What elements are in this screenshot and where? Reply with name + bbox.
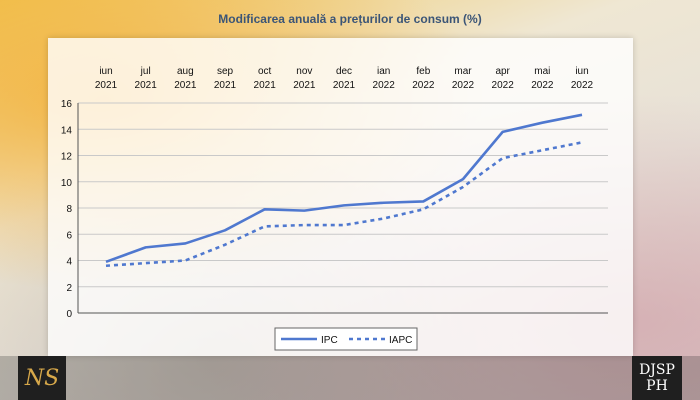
- x-tick-label: feb: [416, 66, 430, 77]
- y-tick-label: 12: [61, 152, 73, 163]
- x-tick-label: ian: [377, 66, 390, 77]
- chart-title: Modificarea anuală a prețurilor de consu…: [218, 12, 482, 26]
- x-tick-label: oct: [258, 66, 272, 77]
- x-tick-label: apr: [495, 66, 510, 77]
- x-tick-label: iun: [99, 66, 112, 77]
- x-tick-label: nov: [296, 66, 312, 77]
- x-tick-label: 2022: [492, 80, 515, 91]
- x-tick-label: 2021: [254, 80, 277, 91]
- x-tick-label: mai: [534, 66, 550, 77]
- x-tick-label: 2022: [452, 80, 475, 91]
- djsp-logo: DJSP PH: [632, 356, 682, 400]
- x-tick-label: 2022: [373, 80, 396, 91]
- legend-label-iapc: IAPC: [389, 335, 412, 346]
- x-tick-label: 2022: [412, 80, 435, 91]
- footer-bar: [0, 356, 700, 400]
- legend: IPC IAPC: [274, 327, 418, 351]
- chart-panel: [48, 38, 633, 356]
- x-tick-label: 2022: [531, 80, 554, 91]
- gridlines: [77, 102, 608, 314]
- x-tick-label: sep: [217, 66, 234, 77]
- legend-label-ipc: IPC: [321, 335, 338, 346]
- x-tick-label: 2022: [571, 80, 594, 91]
- x-tick-label: 2021: [95, 80, 118, 91]
- x-tick-label: dec: [336, 66, 352, 77]
- x-tick-label: iun: [575, 66, 588, 77]
- ns-logo: NS: [18, 356, 66, 400]
- x-tick-label: jul: [140, 66, 151, 77]
- x-tick-label: 2021: [174, 80, 197, 91]
- y-tick-label: 0: [66, 309, 72, 320]
- y-axis-ticks: 0 2 4 6 8 10 12 14 16: [61, 99, 73, 320]
- y-tick-label: 8: [66, 204, 72, 215]
- x-axis-ticks: iun 2021 jul 2021 aug 2021 sep 2021 oct 2021 nov 20…: [95, 66, 594, 91]
- x-tick-label: 2021: [135, 80, 158, 91]
- series-lines: [105, 113, 583, 268]
- legend-box: [274, 327, 418, 351]
- x-tick-label: mar: [454, 66, 472, 77]
- y-tick-label: 4: [66, 257, 72, 268]
- series-line-iapc: [105, 141, 583, 268]
- x-tick-label: aug: [177, 66, 194, 77]
- y-tick-label: 16: [61, 99, 73, 110]
- series-line-ipc: [105, 113, 583, 264]
- y-tick-label: 10: [61, 178, 73, 189]
- y-tick-label: 2: [66, 283, 72, 294]
- x-tick-label: 2021: [293, 80, 316, 91]
- y-tick-label: 14: [61, 125, 73, 136]
- x-tick-label: 2021: [214, 80, 237, 91]
- x-tick-label: 2021: [333, 80, 356, 91]
- y-tick-label: 6: [66, 230, 72, 241]
